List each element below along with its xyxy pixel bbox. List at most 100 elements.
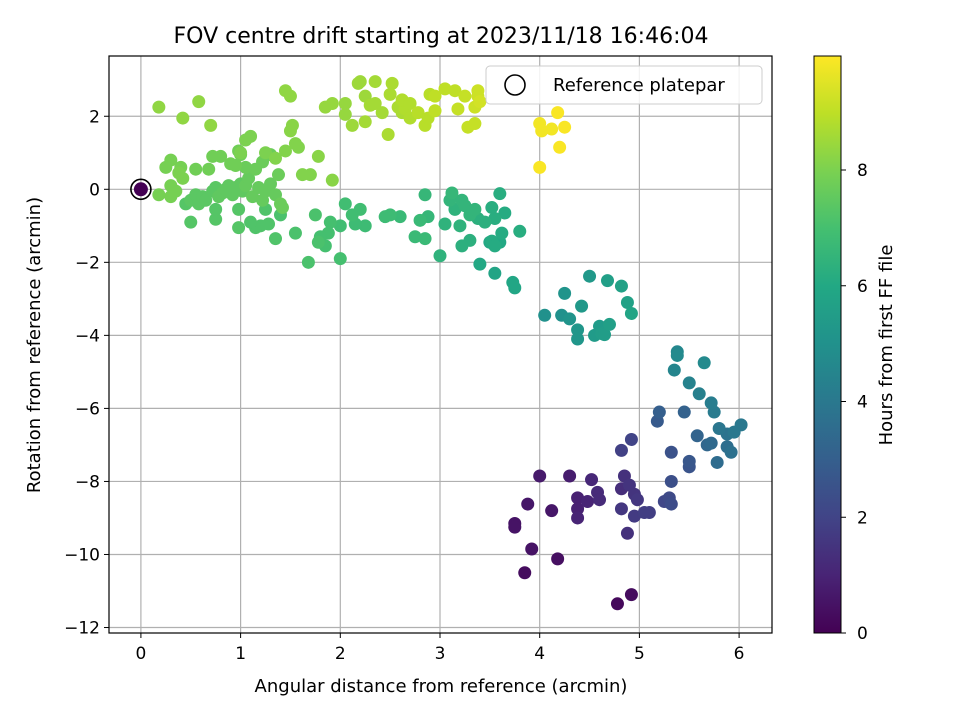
data-point xyxy=(368,96,382,110)
data-point xyxy=(575,299,589,313)
data-point xyxy=(712,421,726,435)
data-point xyxy=(471,84,485,98)
colorbar-tick-label: 0 xyxy=(857,624,868,644)
data-point xyxy=(538,308,552,322)
data-point xyxy=(545,122,559,136)
data-point xyxy=(433,249,447,263)
data-point xyxy=(485,201,499,215)
data-point xyxy=(620,296,634,310)
x-tick-label: 0 xyxy=(135,644,146,664)
data-point xyxy=(325,96,339,110)
data-point xyxy=(189,162,203,176)
data-point xyxy=(664,474,678,488)
data-point xyxy=(438,82,452,96)
data-point xyxy=(403,96,417,110)
data-point xyxy=(525,542,539,556)
data-point xyxy=(533,160,547,174)
data-point xyxy=(345,208,359,222)
data-point xyxy=(152,188,166,202)
data-point xyxy=(508,520,522,534)
data-point xyxy=(571,332,585,346)
x-tick-label: 1 xyxy=(235,644,246,664)
data-point xyxy=(488,266,502,280)
data-point xyxy=(624,306,638,320)
data-point xyxy=(614,502,628,516)
data-point xyxy=(285,118,299,132)
reference-marker xyxy=(130,178,152,201)
scatter-points xyxy=(152,75,748,611)
data-point xyxy=(704,396,718,410)
data-point xyxy=(692,387,706,401)
data-point xyxy=(734,418,748,432)
data-point xyxy=(172,166,186,180)
data-point xyxy=(468,117,482,131)
reference-ring-icon xyxy=(130,178,152,201)
data-point xyxy=(244,215,258,229)
data-point xyxy=(308,208,322,222)
data-point xyxy=(535,124,549,138)
data-point xyxy=(271,168,285,182)
data-point xyxy=(513,224,527,238)
y-tick-label: −6 xyxy=(75,399,100,419)
colorbar-label: Hours from first FF file xyxy=(876,245,897,446)
data-point xyxy=(558,286,572,300)
data-point xyxy=(478,215,492,229)
data-point xyxy=(571,491,585,505)
y-axis-label: Rotation from reference (arcmin) xyxy=(24,197,45,493)
data-point xyxy=(249,162,263,176)
data-point xyxy=(338,107,352,121)
data-point xyxy=(353,75,367,89)
data-point xyxy=(533,469,547,483)
data-point xyxy=(710,455,724,469)
data-point xyxy=(418,188,432,202)
data-point xyxy=(411,106,425,120)
data-point xyxy=(176,111,190,125)
data-point xyxy=(283,89,297,103)
y-tick-label: −4 xyxy=(75,326,100,346)
data-point xyxy=(358,115,372,129)
data-point xyxy=(593,493,607,507)
data-point xyxy=(288,226,302,240)
data-point xyxy=(558,120,572,134)
data-point xyxy=(408,230,422,244)
data-point xyxy=(624,432,638,446)
data-point xyxy=(413,213,427,227)
data-point xyxy=(473,95,487,109)
legend-marker-icon xyxy=(504,74,526,96)
data-point xyxy=(667,363,681,377)
data-point xyxy=(704,436,718,450)
data-point xyxy=(325,173,339,187)
data-point xyxy=(563,469,577,483)
data-point xyxy=(275,201,289,215)
y-tick-label: −12 xyxy=(64,619,100,639)
data-point xyxy=(378,210,392,224)
data-point xyxy=(438,217,452,231)
data-point xyxy=(234,146,248,160)
data-point xyxy=(393,210,407,224)
data-point xyxy=(192,95,206,109)
data-point xyxy=(244,129,258,143)
data-point xyxy=(458,89,472,103)
x-tick-label: 5 xyxy=(634,644,645,664)
y-tick-label: 0 xyxy=(89,180,100,200)
data-point xyxy=(209,202,223,216)
data-point xyxy=(381,128,395,142)
data-point xyxy=(498,206,512,220)
legend-entry-reference-platepar: Reference platepar xyxy=(553,75,725,96)
data-point xyxy=(152,100,166,114)
data-point xyxy=(224,157,238,171)
x-tick-label: 4 xyxy=(534,644,545,664)
data-point xyxy=(358,219,372,233)
data-point xyxy=(202,162,216,176)
data-point xyxy=(206,149,220,163)
data-point xyxy=(488,212,502,226)
data-point xyxy=(278,144,292,158)
x-tick-label: 3 xyxy=(435,644,446,664)
data-point xyxy=(333,219,347,233)
data-point xyxy=(620,526,634,540)
x-tick-label: 6 xyxy=(734,644,745,664)
data-point xyxy=(563,312,577,326)
data-point xyxy=(508,281,522,295)
data-point xyxy=(627,509,641,523)
